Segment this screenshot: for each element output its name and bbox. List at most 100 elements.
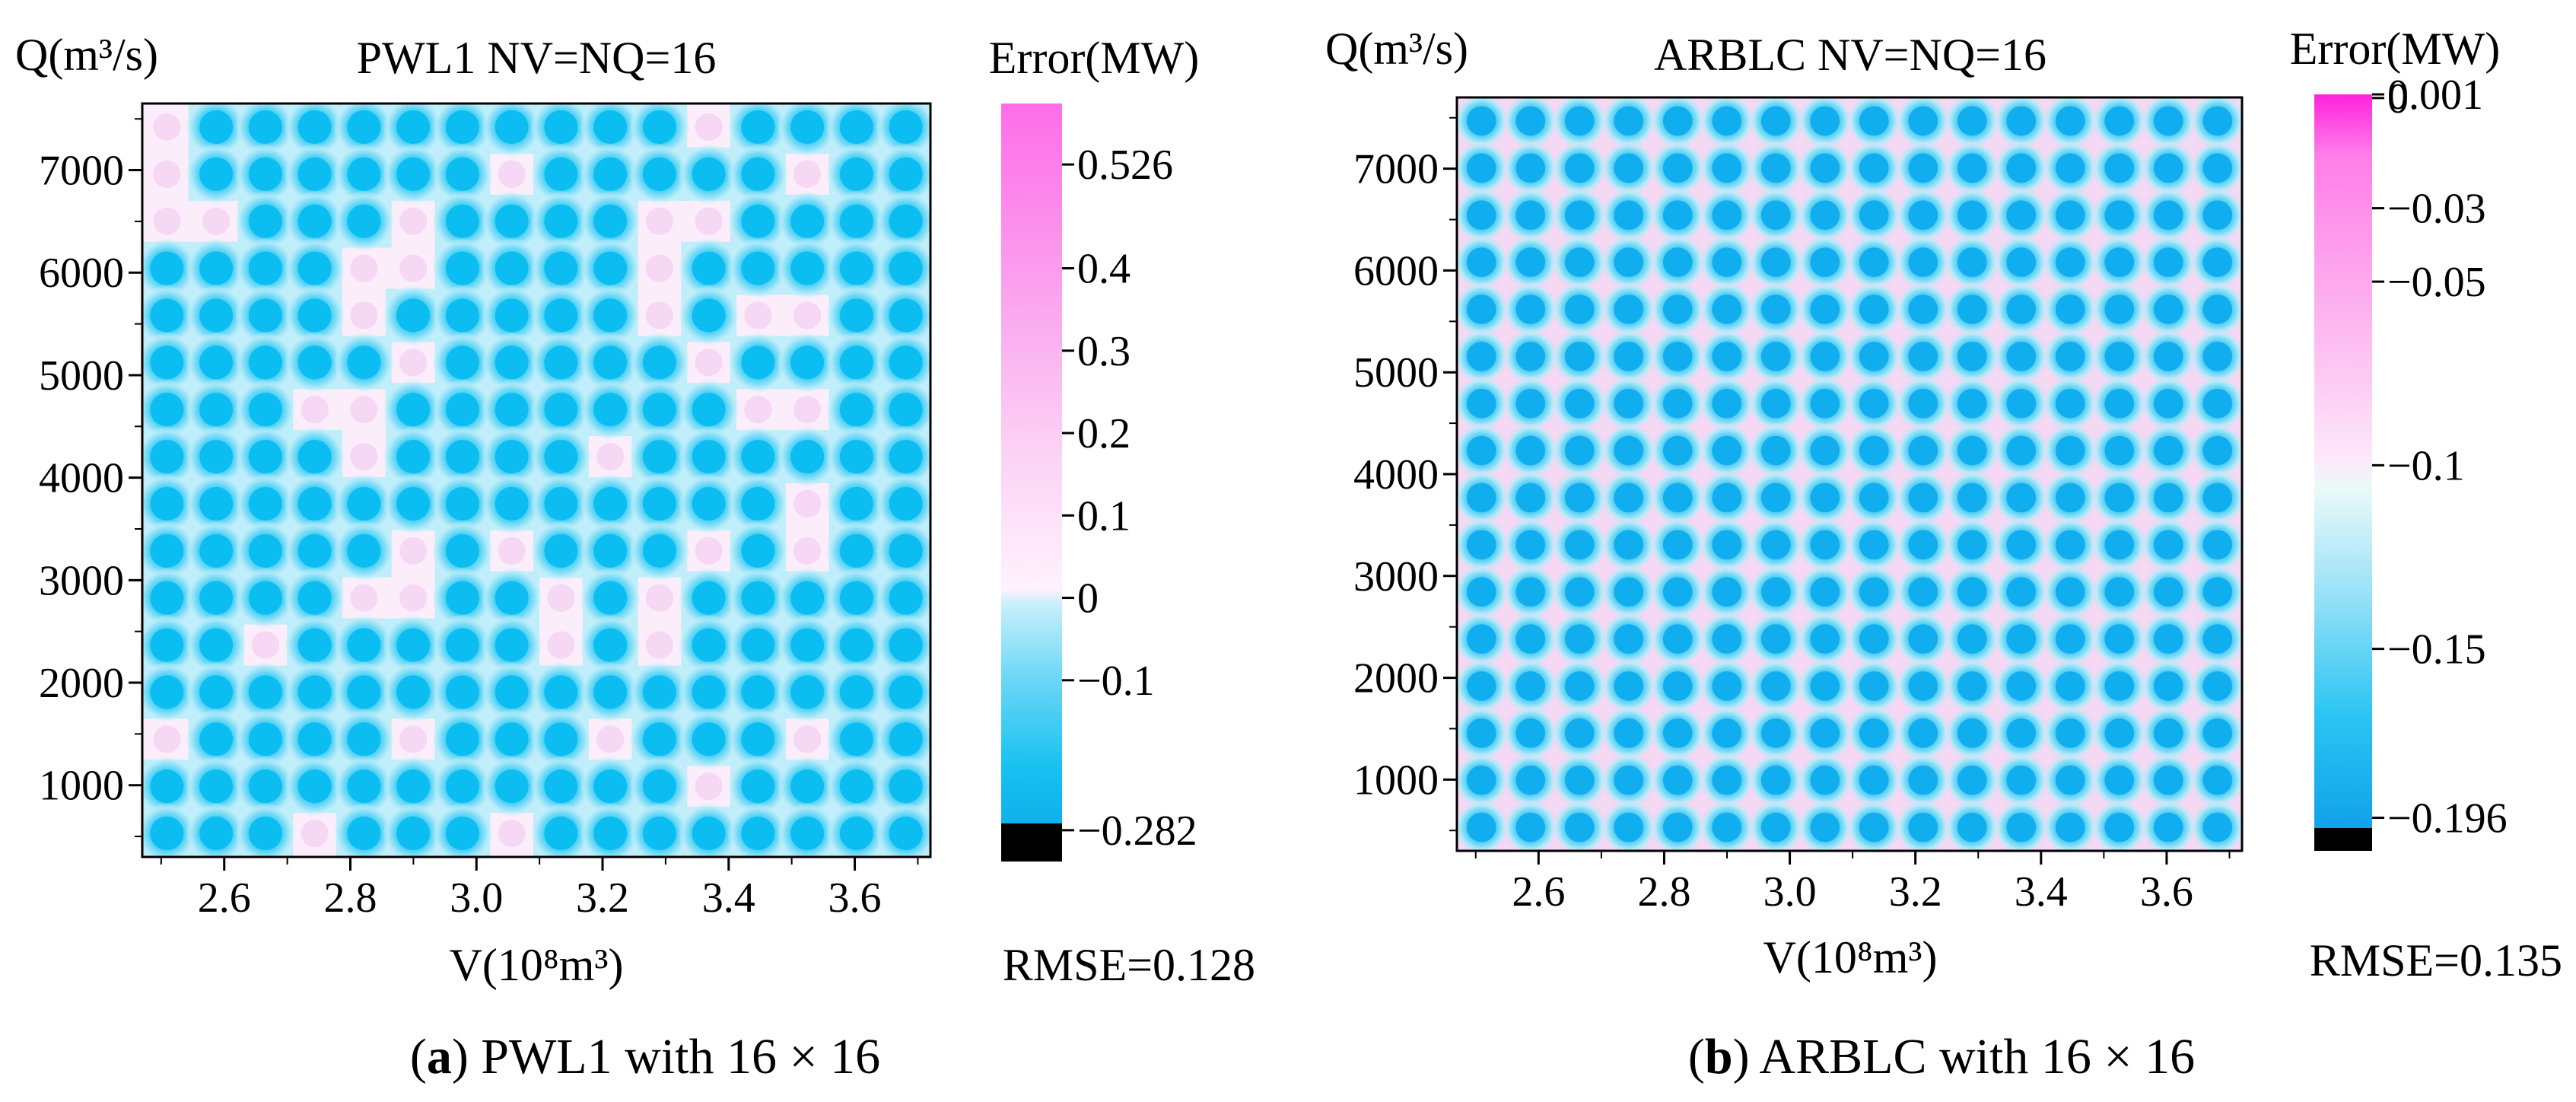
heatmap-node-core — [1859, 435, 1889, 466]
y-tick-label: 3000 — [39, 557, 124, 604]
heatmap-pink-spot — [399, 537, 428, 565]
heatmap-node-core — [2202, 153, 2233, 183]
heatmap-node-core — [2104, 530, 2135, 560]
heatmap-node-core — [495, 298, 529, 333]
heatmap-node-core — [1466, 765, 1496, 795]
heatmap-node-core — [2055, 671, 2085, 701]
heatmap-pink-spot — [793, 396, 822, 424]
heatmap-node-core — [297, 251, 332, 285]
colorbar-tick-label: 0.1 — [1077, 492, 1131, 540]
heatmap-node-core — [1760, 435, 1791, 466]
heatmap-node-core — [839, 110, 873, 144]
x-tick-label: 2.6 — [1512, 868, 1565, 916]
heatmap-node-core — [248, 110, 282, 144]
heatmap-node-core — [445, 817, 479, 851]
heatmap-node-core — [2006, 200, 2037, 231]
heatmap-node-core — [1712, 200, 1742, 231]
heatmap-node-core — [692, 581, 726, 615]
heatmap-node-core — [741, 581, 775, 615]
heatmap-node-core — [1515, 388, 1546, 419]
y-tick-label: 2000 — [1353, 655, 1439, 702]
heatmap-node-core — [2153, 718, 2183, 748]
colorbar-bottom-b — [2314, 828, 2372, 851]
heatmap-node-core — [2202, 106, 2233, 136]
heatmap-node-core — [1515, 624, 1546, 654]
heatmap-node-core — [150, 628, 184, 662]
heatmap-node-core — [2202, 671, 2233, 701]
heatmap-node-core — [692, 440, 726, 474]
heatmap-node-core — [889, 393, 923, 427]
heatmap-node-core — [199, 110, 234, 144]
heatmap-node-core — [889, 486, 923, 521]
heatmap-node-core — [1466, 341, 1496, 371]
heatmap-pink-spot — [744, 301, 772, 330]
heatmap-node-core — [248, 204, 282, 238]
heatmap-node-core — [790, 110, 825, 144]
heatmap-node-core — [2104, 200, 2135, 231]
x-axis-a: 2.6 2.8 3.0 3.2 3.4 3.6 — [160, 857, 919, 922]
heatmap-node-core — [692, 722, 726, 756]
heatmap-node-core — [1760, 153, 1791, 183]
heatmap-node-core — [1466, 388, 1496, 419]
heatmap-node-core — [1515, 765, 1546, 795]
x-tick-label: 3.0 — [1763, 868, 1817, 916]
heatmap-pink-spot — [695, 207, 723, 235]
heatmap-node-core — [642, 440, 676, 474]
heatmap-pink-spot — [793, 160, 822, 188]
heatmap-node-core — [839, 817, 873, 851]
y-tick-label: 4000 — [39, 455, 124, 502]
heatmap-node-core — [889, 628, 923, 662]
heatmap-node-core — [150, 346, 184, 380]
heatmap-node-core — [445, 298, 479, 333]
heatmap-node-core — [1614, 530, 1644, 560]
heatmap-node-core — [150, 533, 184, 568]
heatmap-node-core — [1810, 388, 1840, 419]
heatmap-node-core — [593, 533, 628, 568]
heatmap-node-core — [593, 157, 628, 191]
panel-b: ARBLC NV=NQ=16 Q(m³/s) 2.6 2.8 3.0 3.2 3.4 3.… — [1325, 24, 2562, 1084]
heatmap-node-core — [1515, 577, 1546, 607]
heatmap-node-core — [1564, 624, 1595, 654]
heatmap-node-core — [297, 204, 332, 238]
colorbar-ticks-a: 0.526 0.4 0.3 0.2 0.1 0 −0.1 −0.282 — [1062, 142, 1197, 855]
heatmap-pink-spot — [793, 489, 822, 518]
heatmap-node-core — [1957, 200, 1987, 231]
colorbar-tick-label: −0.15 — [2387, 626, 2486, 674]
heatmap-node-core — [1712, 247, 1742, 277]
heatmap-node-core — [2202, 247, 2233, 277]
heatmap-node-core — [642, 675, 676, 709]
heatmap-node-core — [150, 581, 184, 615]
heatmap-pink-spot — [153, 207, 181, 235]
heatmap-node-core — [889, 817, 923, 851]
heatmap-node-core — [839, 581, 873, 615]
heatmap-node-core — [741, 769, 775, 804]
heatmap-node-core — [1908, 577, 1938, 607]
heatmap-node-core — [741, 110, 775, 144]
heatmap-node-core — [839, 769, 873, 804]
rmse-a: RMSE=0.128 — [1003, 940, 1255, 990]
heatmap-node-core — [1515, 812, 1546, 842]
heatmap-node-core — [495, 346, 529, 380]
caption-letter-a: a — [427, 1029, 452, 1084]
heatmap-pink-spot — [202, 207, 231, 235]
heatmap-node-core — [1564, 200, 1595, 231]
heatmap-pink-spot — [350, 584, 378, 612]
heatmap-node-core — [1515, 106, 1546, 136]
heatmap-node-core — [1859, 341, 1889, 371]
x-tick-label: 3.2 — [1889, 868, 1942, 916]
heatmap-node-core — [1760, 388, 1791, 419]
heatmap-node-core — [248, 298, 282, 333]
heatmap-pink-spot — [596, 442, 625, 471]
heatmap-node-core — [692, 157, 726, 191]
heatmap-node-core — [445, 581, 479, 615]
heatmap-node-core — [2006, 530, 2037, 560]
heatmap-node-core — [1957, 718, 1987, 748]
heatmap-node-core — [2104, 435, 2135, 466]
heatmap-node-core — [2202, 435, 2233, 466]
panel-a: PWL1 NV=NQ=16 Q(m³/s) 2.6 2.8 3.0 3.2 3.4 3.6… — [15, 30, 1255, 1084]
heatmap-node-core — [150, 486, 184, 521]
heatmap-node-core — [1515, 295, 1546, 324]
heatmap-node-core — [2006, 388, 2037, 419]
heatmap-node-core — [1760, 295, 1791, 324]
